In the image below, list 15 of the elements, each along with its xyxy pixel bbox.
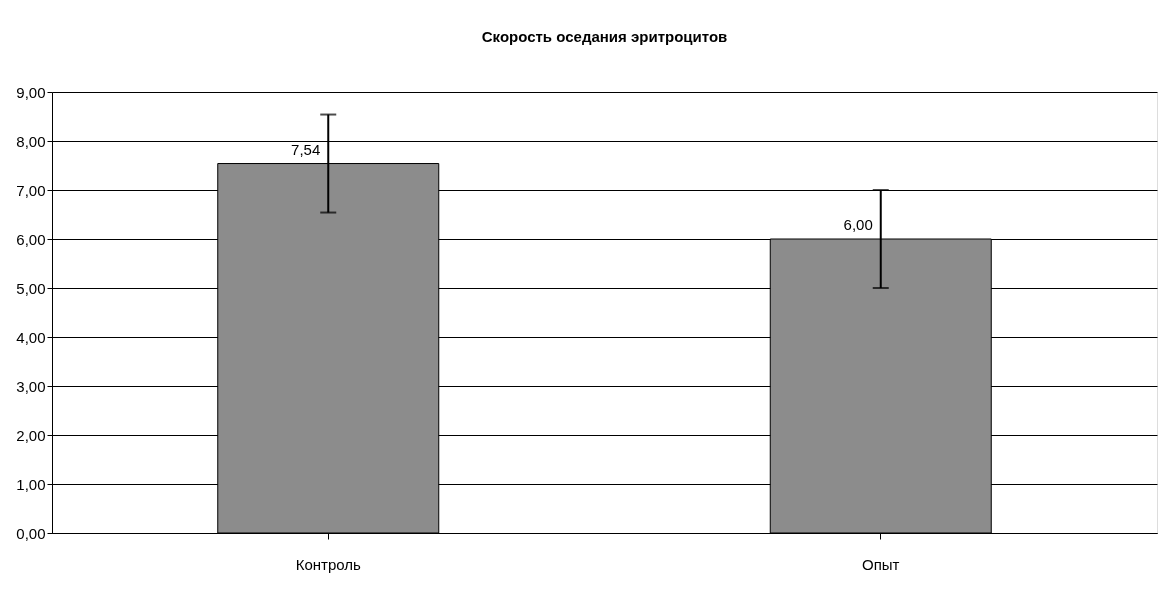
data-label: 6,00 <box>843 216 873 233</box>
x-tick-label: Контроль <box>295 555 362 573</box>
y-tick-label: 9,00 <box>16 83 46 101</box>
chart-title: Скорость оседания эритроцитов <box>481 28 728 45</box>
y-tick-label: 5,00 <box>16 279 46 297</box>
y-tick-label: 6,00 <box>16 230 46 248</box>
y-tick-label: 1,00 <box>16 475 46 493</box>
y-tick-label: 4,00 <box>16 328 46 346</box>
y-tick-label: 8,00 <box>16 132 46 150</box>
data-label: 7,54 <box>291 140 321 158</box>
y-tick-label: 0,00 <box>16 524 46 542</box>
x-tick-label: Опыт <box>862 555 900 573</box>
y-tick-label: 3,00 <box>16 377 46 395</box>
y-tick-label: 7,00 <box>16 181 46 199</box>
y-tick-label: 2,00 <box>16 426 46 444</box>
